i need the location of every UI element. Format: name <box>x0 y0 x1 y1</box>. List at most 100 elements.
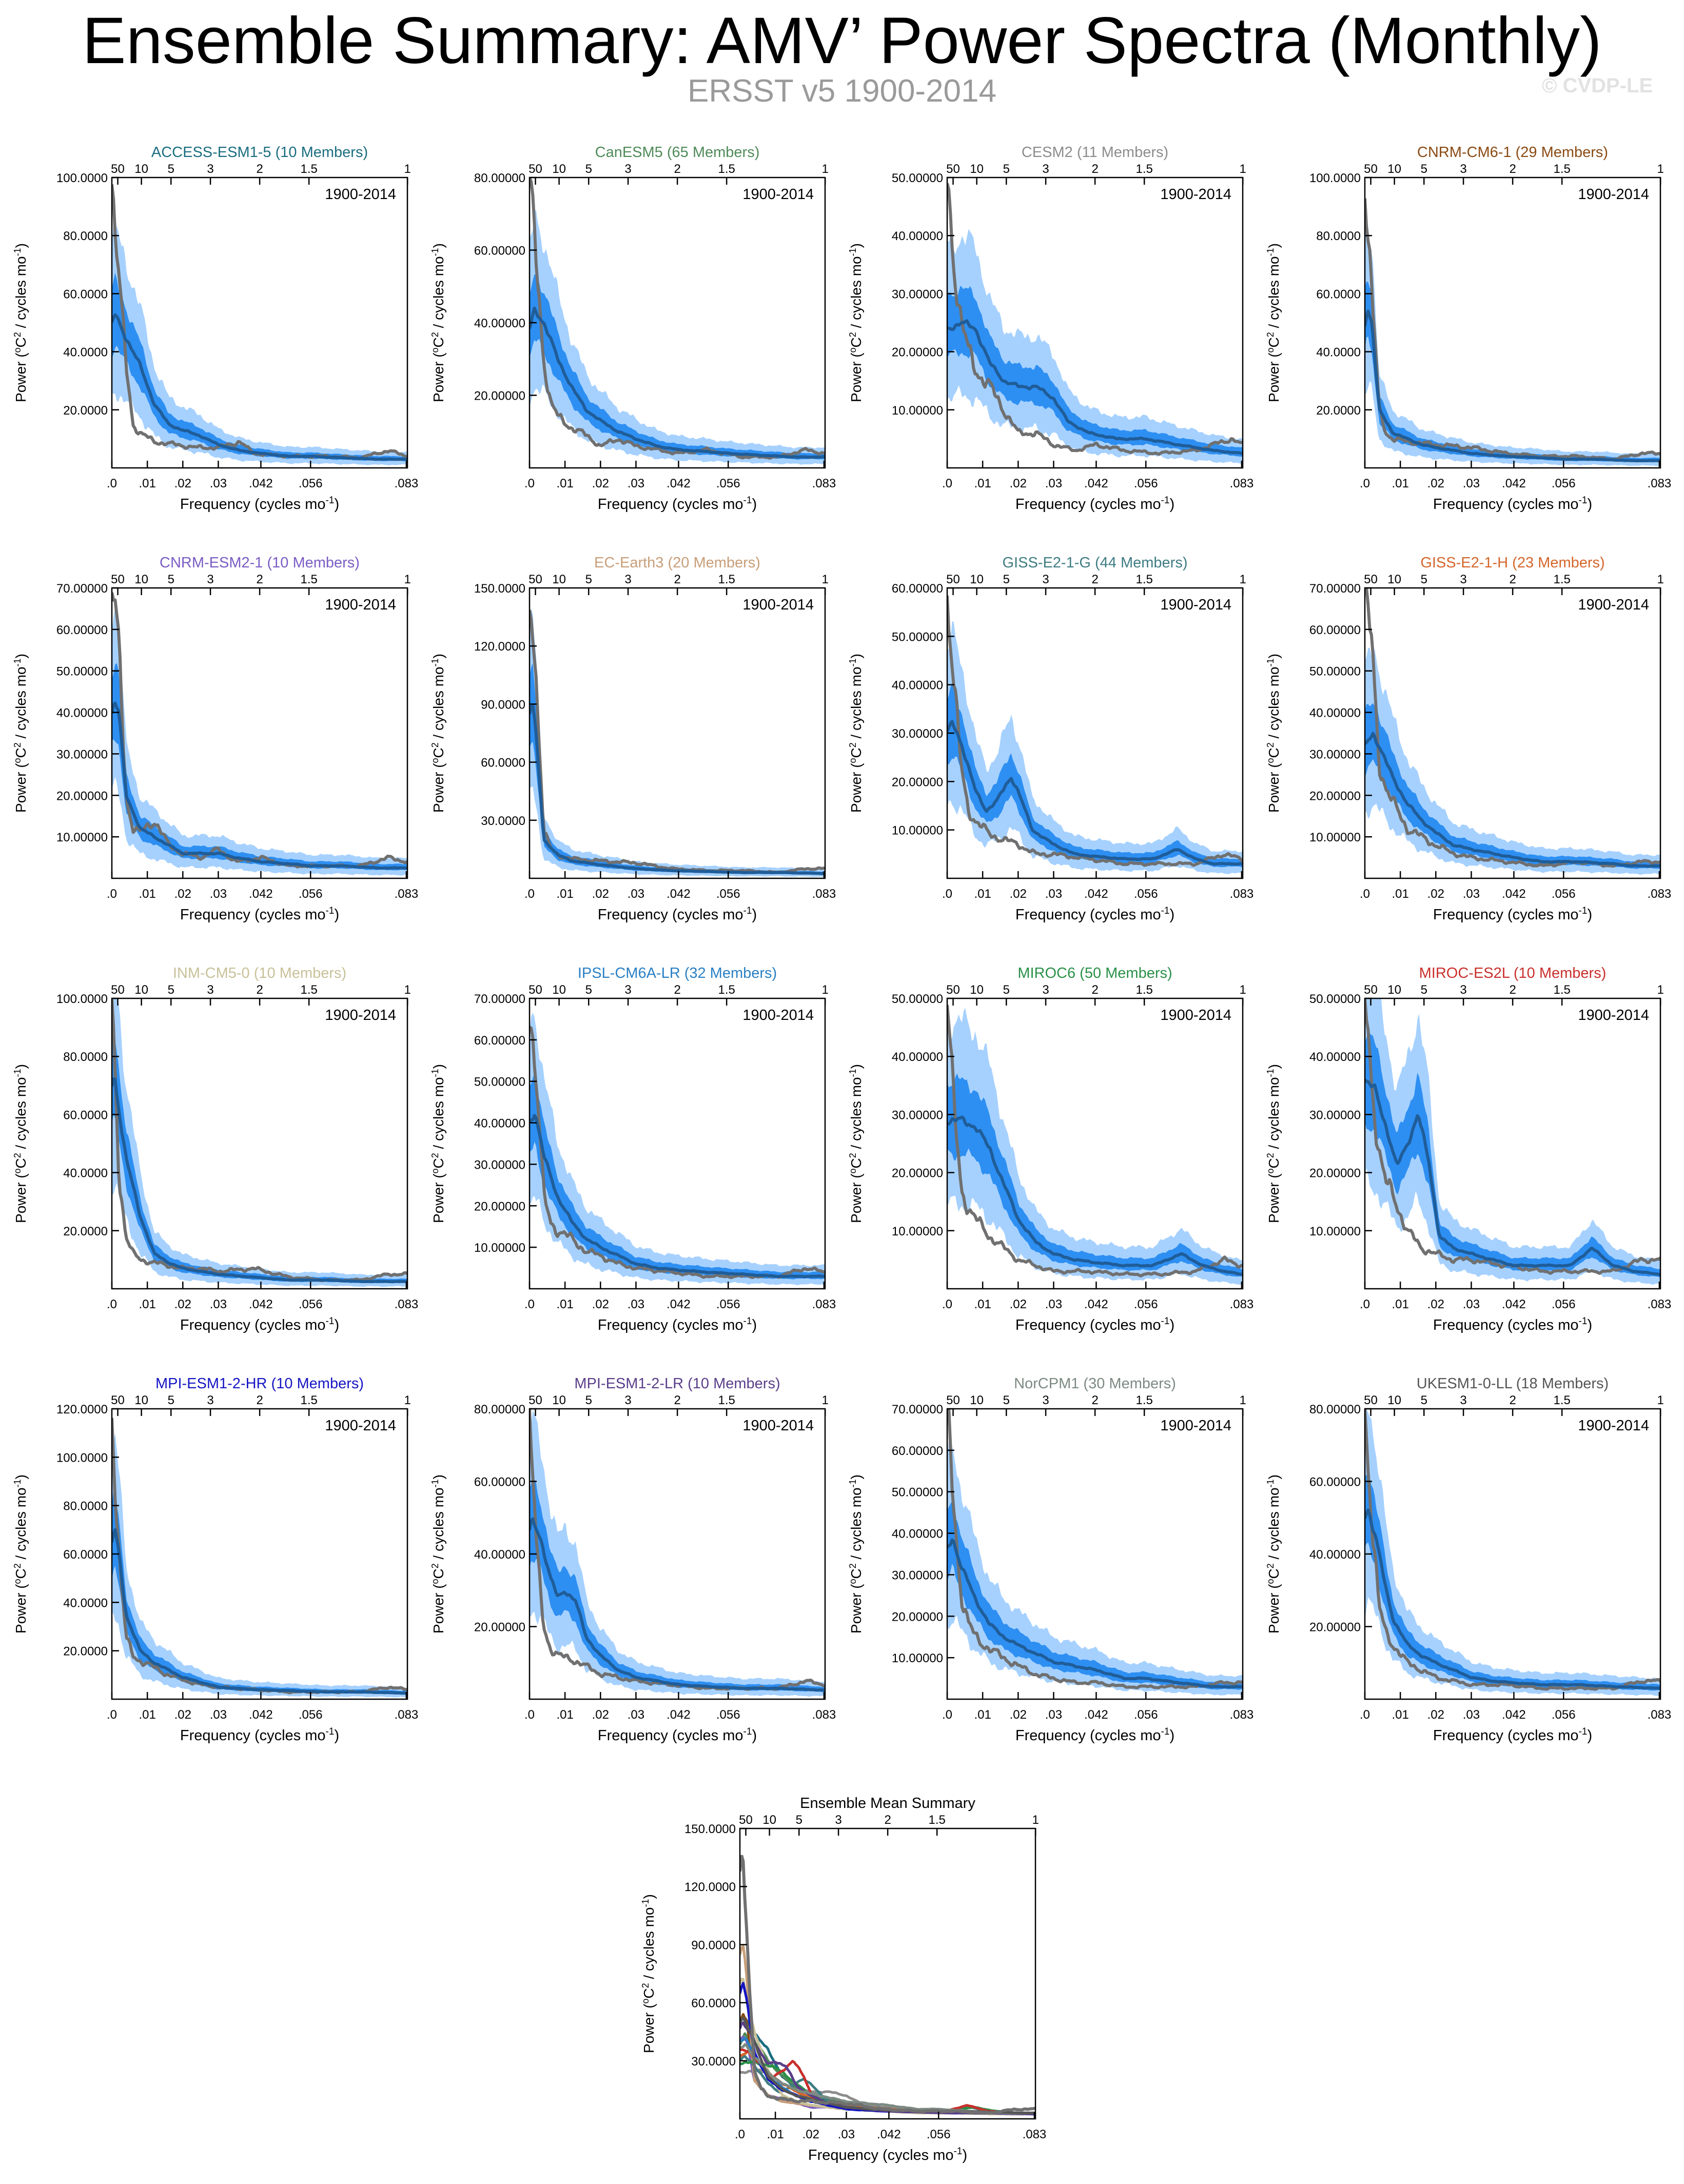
x-tick-label: .0 <box>942 887 952 901</box>
y-tick-label: 40.00000 <box>56 706 108 720</box>
credit-watermark: © CVDP-LE <box>1542 74 1653 97</box>
y-tick-label: 40.00000 <box>1309 1050 1361 1064</box>
x-tick-label: .03 <box>1463 887 1480 901</box>
y-tick-label: 50.00000 <box>892 171 943 185</box>
top-tick-label: 5 <box>796 1813 802 1827</box>
plot-area <box>947 1005 1243 1285</box>
x-tick-label: .03 <box>628 477 644 490</box>
x-axis-label: Frequency (cycles mo-1) <box>1433 495 1592 513</box>
ensemble-range-inner <box>947 683 1243 868</box>
observed-spectrum-line <box>947 595 1243 867</box>
y-tick-label: 90.0000 <box>691 1938 736 1952</box>
ensemble-mean-line <box>947 319 1243 455</box>
x-tick-label: .056 <box>716 887 740 901</box>
x-axis-label: Frequency (cycles mo-1) <box>598 495 757 513</box>
panel-title: IPSL-CM6A-LR (32 Members) <box>578 965 777 981</box>
x-tick-label: .02 <box>1010 887 1027 901</box>
top-tick-label: 3 <box>624 162 631 176</box>
y-tick-label: 40.0000 <box>1316 346 1361 360</box>
top-tick-label: 3 <box>207 1393 213 1407</box>
x-tick-label: .03 <box>1045 887 1062 901</box>
y-tick-label: 80.0000 <box>1316 229 1361 243</box>
top-tick-label: 1.5 <box>300 573 317 586</box>
y-tick-label: 20.00000 <box>1309 1621 1361 1635</box>
top-tick-label: 1.5 <box>718 983 735 997</box>
x-tick-label: .03 <box>1463 1297 1480 1311</box>
x-tick-label: .02 <box>174 887 191 901</box>
spectrum-panel-3: .0 .01 .02 .03 .042 .056 .083 50 10 5 3 2 1.5 1 20.000… <box>1265 144 1671 513</box>
ensemble-mean-line <box>530 703 825 875</box>
y-axis-label: Power (oC2 / cycles mo-1) <box>848 1064 864 1223</box>
y-tick-label: 50.00000 <box>474 1075 525 1089</box>
top-tick-label: 1.5 <box>1553 983 1570 997</box>
plot-area <box>1365 998 1660 1285</box>
top-tick-label: 5 <box>1421 983 1427 997</box>
panel-title: INM-CM5-0 (10 Members) <box>173 965 346 981</box>
top-tick-label: 1.5 <box>300 983 317 997</box>
x-tick-label: .01 <box>139 477 155 490</box>
x-axis-label: Frequency (cycles mo-1) <box>1015 1316 1174 1333</box>
observed-spectrum-line <box>112 592 407 869</box>
x-tick-label: .0 <box>735 2128 745 2141</box>
top-tick-label: 50 <box>528 573 542 586</box>
spectrum-panel-4: .0 .01 .02 .03 .042 .056 .083 50 10 5 3 2 1.5 1 10.000… <box>12 555 418 923</box>
spectrum-panel-2: .0 .01 .02 .03 .042 .056 .083 50 10 5 3 2 1.5 1 10.000… <box>848 144 1254 513</box>
top-tick-label: 3 <box>624 573 631 586</box>
x-tick-label: .056 <box>716 1708 740 1722</box>
top-tick-label: 3 <box>1042 162 1049 176</box>
plot-area <box>1365 198 1660 466</box>
y-tick-label: 10.00000 <box>474 1241 525 1255</box>
y-tick-label: 10.00000 <box>892 404 943 418</box>
x-tick-label: .056 <box>1552 1297 1576 1311</box>
x-axis-label: Frequency (cycles mo-1) <box>1015 906 1174 923</box>
top-tick-label: 10 <box>1387 1393 1401 1407</box>
top-tick-label: 3 <box>207 983 213 997</box>
spectrum-panel-15: .0 .01 .02 .03 .042 .056 .083 50 10 5 3 2 1.5 1 20.000… <box>1265 1375 1671 1744</box>
y-tick-label: 60.0000 <box>1316 287 1361 301</box>
top-tick-label: 2 <box>1509 1393 1516 1407</box>
x-tick-label: .083 <box>812 1708 836 1722</box>
x-tick-label: .042 <box>249 1297 273 1311</box>
x-tick-label: .02 <box>1427 1297 1444 1311</box>
x-tick-label: .01 <box>139 1297 155 1311</box>
top-tick-label: 5 <box>1003 983 1010 997</box>
y-tick-label: 80.0000 <box>63 229 108 243</box>
plot-area <box>530 1409 825 1697</box>
page-title: Ensemble Summary: AMV’ Power Spectra (Mo… <box>82 4 1602 77</box>
ensemble-range-inner <box>947 1501 1243 1690</box>
period-label: 1900-2014 <box>742 1007 814 1024</box>
x-tick-label: .03 <box>1045 1708 1062 1722</box>
top-tick-label: 3 <box>207 162 213 176</box>
ensemble-mean-line <box>947 1115 1243 1276</box>
y-axis-label: Power (oC2 / cycles mo-1) <box>430 1474 446 1634</box>
plot-area <box>1365 588 1660 875</box>
top-tick-label: 1 <box>404 162 411 176</box>
plot-area <box>112 592 407 876</box>
y-tick-label: 10.00000 <box>56 831 108 844</box>
x-tick-label: .056 <box>1134 1708 1158 1722</box>
top-tick-label: 10 <box>1387 573 1401 586</box>
y-tick-label: 80.00000 <box>474 171 525 185</box>
observed-spectrum-line <box>947 183 1243 456</box>
spectrum-panel-10: .0 .01 .02 .03 .042 .056 .083 50 10 5 3 2 1.5 1 10.000… <box>848 965 1254 1333</box>
ensemble-range-inner <box>1365 703 1660 869</box>
x-tick-label: .03 <box>1463 477 1480 490</box>
x-axis-label: Frequency (cycles mo-1) <box>180 1316 339 1333</box>
top-tick-label: 3 <box>624 1393 631 1407</box>
top-tick-label: 50 <box>946 1393 960 1407</box>
observed-spectrum-line <box>740 1855 1035 2115</box>
y-axis-label: Power (oC2 / cycles mo-1) <box>12 654 29 813</box>
x-tick-label: .083 <box>1230 887 1254 901</box>
x-tick-label: .02 <box>174 1297 191 1311</box>
y-tick-label: 40.00000 <box>892 229 943 243</box>
y-tick-label: 40.00000 <box>1309 1548 1361 1562</box>
panel-title: GISS-E2-1-G (44 Members) <box>1003 555 1188 571</box>
ensemble-range-outer <box>530 1410 825 1697</box>
top-tick-label: 50 <box>111 162 125 176</box>
y-tick-label: 70.00000 <box>892 1403 943 1416</box>
x-tick-label: .056 <box>1134 477 1158 490</box>
ensemble-range-outer <box>530 210 825 465</box>
y-tick-label: 60.00000 <box>474 1475 525 1489</box>
x-tick-label: .01 <box>556 1297 573 1311</box>
